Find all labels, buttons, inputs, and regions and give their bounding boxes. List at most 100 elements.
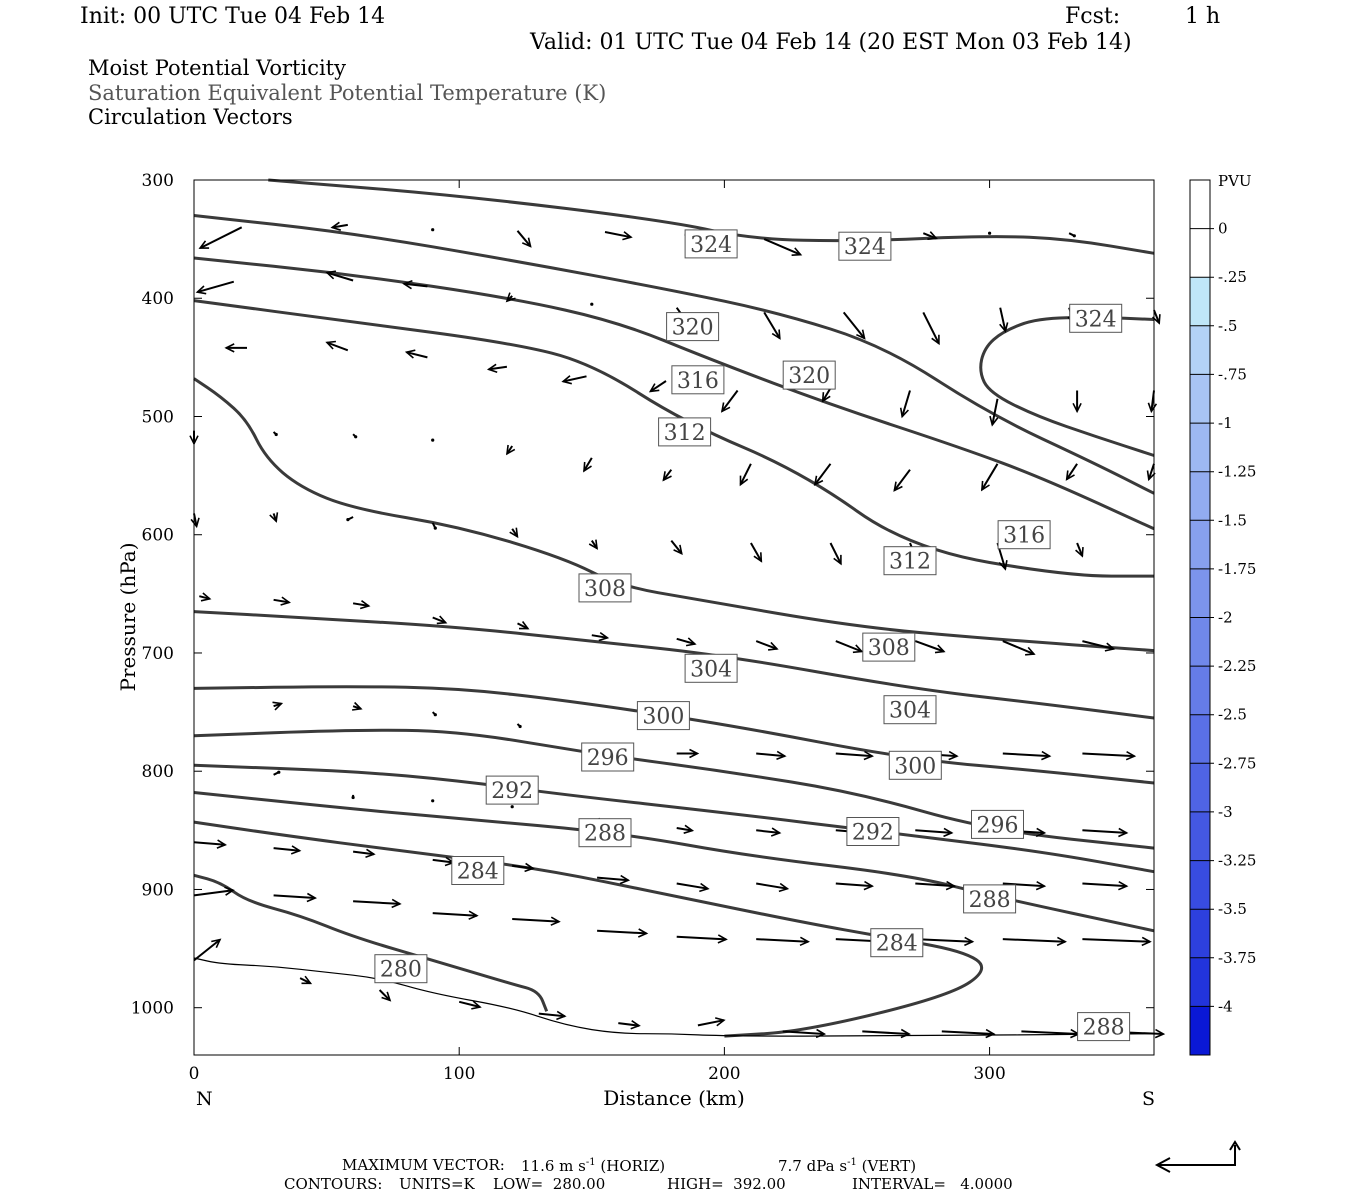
circulation-vector bbox=[431, 438, 435, 442]
circulation-vector bbox=[648, 380, 667, 393]
circulation-vector bbox=[1002, 936, 1067, 947]
contour-line-312 bbox=[193, 299, 1154, 578]
contours-low: LOW= 280.00 bbox=[493, 1175, 606, 1193]
max-vector-vert: 7.7 dPa s-1 (VERT) bbox=[778, 1157, 917, 1175]
circulation-vector bbox=[190, 513, 200, 529]
circulation-vector bbox=[352, 433, 358, 439]
circulation-vector bbox=[756, 827, 782, 837]
pv-colorbar: PVU 0 -.25 -.5 -.75 -1 -1.25 -1.5 -1.75 -2 -2.25 -2… bbox=[1189, 172, 1256, 1056]
colorbar-swatch bbox=[1190, 1006, 1210, 1056]
colorbar-label: -.25 bbox=[1218, 268, 1247, 286]
circulation-vector bbox=[1021, 1028, 1081, 1039]
circulation-vector bbox=[763, 238, 803, 256]
circulation-vector bbox=[352, 848, 376, 858]
contour-label-296: 296 bbox=[581, 742, 635, 772]
field-title-theta-es: Saturation Equivalent Potential Temperat… bbox=[88, 81, 607, 105]
circulation-vector bbox=[431, 711, 437, 717]
colorbar-swatch bbox=[1190, 909, 1210, 959]
theta-es-contours bbox=[193, 178, 1155, 1038]
circulation-vector bbox=[432, 615, 448, 625]
circulation-vector bbox=[756, 936, 810, 947]
circulation-vector bbox=[432, 856, 456, 867]
circulation-vector bbox=[193, 886, 235, 897]
contours-interval: INTERVAL= 4.0000 bbox=[852, 1175, 1013, 1193]
svg-text:320: 320 bbox=[788, 364, 830, 389]
south-end-label: S bbox=[1142, 1088, 1155, 1110]
x-axis-label: Distance (km) bbox=[603, 1086, 745, 1110]
circulation-vector bbox=[999, 307, 1009, 333]
circulation-vector bbox=[988, 231, 992, 235]
circulation-vector bbox=[597, 874, 631, 885]
circulation-vector bbox=[720, 389, 739, 413]
x-tick-label: 200 bbox=[708, 1064, 740, 1084]
contour-label-308: 308 bbox=[578, 573, 632, 603]
circulation-vector bbox=[273, 770, 281, 776]
circulation-vector bbox=[662, 469, 673, 482]
circulation-vector bbox=[510, 805, 514, 809]
circulation-vector bbox=[591, 631, 610, 642]
circulation-vector bbox=[509, 527, 519, 539]
colorbar-label: -4 bbox=[1218, 997, 1233, 1015]
svg-text:280: 280 bbox=[380, 958, 422, 983]
contour-label-284: 284 bbox=[451, 856, 505, 885]
circulation-vector bbox=[941, 1028, 996, 1039]
circulation-vector bbox=[915, 880, 957, 891]
circulation-vector bbox=[325, 270, 354, 282]
axes: 0 100 200 300 300 400 500 600 700 800 900 1000 bbox=[131, 171, 1154, 1084]
svg-text:300: 300 bbox=[642, 705, 684, 730]
y-tick-label: 900 bbox=[142, 880, 174, 900]
circulation-vector bbox=[676, 934, 728, 944]
contours-label: CONTOURS: bbox=[284, 1175, 383, 1193]
colorbar-swatch bbox=[1190, 617, 1210, 667]
contour-label-316: 316 bbox=[997, 520, 1051, 550]
contour-label-296: 296 bbox=[971, 809, 1024, 839]
contour-label-308: 308 bbox=[862, 632, 916, 662]
circulation-vector bbox=[486, 363, 508, 374]
circulation-vector bbox=[1065, 463, 1078, 481]
contour-label-292: 292 bbox=[846, 817, 900, 846]
forecast-hour: 1 h bbox=[1185, 4, 1221, 29]
svg-text:288: 288 bbox=[969, 888, 1011, 913]
colorbar-swatch bbox=[1190, 666, 1210, 716]
svg-text:316: 316 bbox=[1003, 524, 1045, 549]
y-tick-label: 300 bbox=[142, 171, 174, 191]
colorbar-label: -1.75 bbox=[1218, 560, 1256, 578]
colorbar-label: 0 bbox=[1218, 220, 1228, 238]
x-tick-label: 0 bbox=[189, 1064, 200, 1084]
svg-text:312: 312 bbox=[664, 421, 706, 446]
circulation-vector bbox=[404, 349, 428, 359]
circulation-vector bbox=[1072, 390, 1082, 414]
circulation-vector bbox=[1082, 640, 1116, 652]
circulation-vector bbox=[893, 469, 911, 492]
contour-label-300: 300 bbox=[888, 750, 942, 780]
init-time: Init: 00 UTC Tue 04 Feb 14 bbox=[80, 4, 386, 29]
circulation-vector bbox=[763, 311, 781, 340]
circulation-vector bbox=[346, 516, 354, 522]
svg-text:292: 292 bbox=[491, 779, 533, 804]
svg-text:304: 304 bbox=[889, 699, 931, 724]
circulation-vector bbox=[922, 311, 940, 346]
circulation-vector bbox=[193, 839, 227, 849]
svg-text:308: 308 bbox=[584, 577, 626, 602]
contour-label-300: 300 bbox=[636, 701, 690, 731]
colorbar-title: PVU bbox=[1218, 172, 1252, 190]
circulation-vector bbox=[1147, 390, 1158, 414]
circulation-vector bbox=[914, 640, 946, 654]
contours-high: HIGH= 392.00 bbox=[667, 1175, 786, 1193]
svg-text:308: 308 bbox=[868, 636, 910, 661]
circulation-vector bbox=[198, 226, 243, 249]
colorbar-label: -1 bbox=[1218, 414, 1233, 432]
contour-line-308 bbox=[193, 377, 1155, 653]
circulation-vector bbox=[516, 230, 532, 248]
colorbar-swatch bbox=[1190, 520, 1210, 570]
circulation-vector bbox=[1002, 881, 1047, 891]
circulation-vector bbox=[750, 542, 763, 563]
circulation-vector bbox=[835, 640, 864, 654]
field-title-mpv: Moist Potential Vorticity bbox=[88, 56, 346, 80]
colorbar-label: -.5 bbox=[1218, 317, 1237, 335]
colorbar-swatch bbox=[1190, 423, 1210, 473]
circulation-vector bbox=[506, 444, 516, 456]
circulation-vector bbox=[821, 387, 832, 403]
circulation-vector bbox=[597, 928, 649, 938]
